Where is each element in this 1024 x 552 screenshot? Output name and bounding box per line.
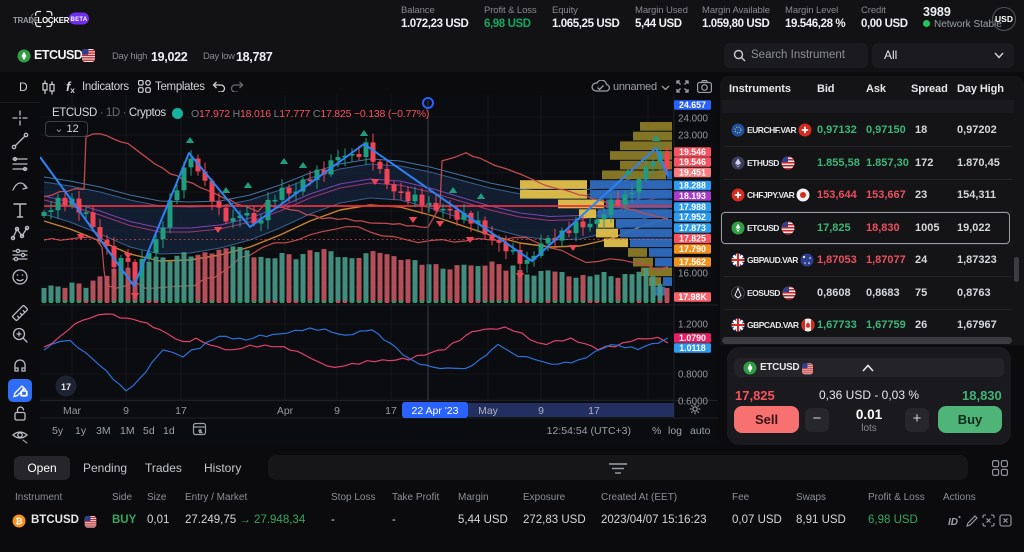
svg-text:Mar: Mar (63, 405, 82, 417)
svg-text:17: 17 (175, 405, 187, 417)
svg-text:18.193: 18.193 (679, 191, 706, 201)
svg-text:5d: 5d (143, 425, 155, 437)
svg-text:9: 9 (538, 405, 544, 417)
svg-text:17.790: 17.790 (679, 244, 706, 254)
svg-text:LOCKER: LOCKER (38, 16, 70, 25)
svg-text:17.873: 17.873 (679, 223, 706, 233)
svg-text:Apr: Apr (277, 405, 294, 417)
svg-text:17: 17 (588, 405, 600, 417)
svg-text:1y: 1y (75, 425, 87, 437)
svg-text:₿: ₿ (16, 516, 23, 526)
svg-text:log: log (668, 425, 682, 437)
svg-text:1d: 1d (163, 425, 175, 437)
svg-text:19.546: 19.546 (679, 157, 706, 167)
svg-text:17.562: 17.562 (679, 257, 706, 267)
svg-text:auto: auto (690, 425, 711, 437)
svg-text:TRADE: TRADE (13, 16, 39, 25)
svg-text:19.546: 19.546 (679, 147, 706, 157)
svg-text:23.000: 23.000 (678, 131, 709, 142)
svg-text:24.000: 24.000 (678, 114, 709, 125)
svg-text:24.657: 24.657 (679, 100, 706, 110)
svg-text:1.2000: 1.2000 (678, 320, 709, 331)
svg-text:BETA: BETA (70, 17, 87, 23)
svg-text:5y: 5y (52, 425, 64, 437)
svg-text:9: 9 (334, 405, 340, 417)
svg-text:1.0790: 1.0790 (679, 333, 706, 343)
svg-text:17.952: 17.952 (679, 212, 706, 222)
svg-text:%: % (652, 425, 661, 437)
svg-text:ID: ID (948, 517, 958, 528)
svg-text:17: 17 (385, 405, 397, 417)
svg-text:3M: 3M (96, 425, 111, 437)
svg-text:16.000: 16.000 (678, 269, 709, 280)
svg-text:12:54:54 (UTC+3): 12:54:54 (UTC+3) (547, 425, 631, 437)
svg-text:0.8000: 0.8000 (678, 370, 709, 381)
svg-text:19.451: 19.451 (679, 168, 706, 178)
svg-text:17.988: 17.988 (679, 202, 706, 212)
svg-text:9: 9 (123, 405, 129, 417)
svg-text:18.288: 18.288 (679, 181, 706, 191)
svg-text:1.0118: 1.0118 (679, 343, 706, 353)
svg-text:17.825: 17.825 (679, 234, 706, 244)
svg-text:22 Apr '23: 22 Apr '23 (412, 405, 459, 417)
svg-text:1M: 1M (120, 425, 135, 437)
svg-text:17.98K: 17.98K (678, 292, 707, 302)
svg-text:May: May (478, 405, 499, 417)
svg-text:0.6000: 0.6000 (678, 397, 709, 408)
svg-text:17: 17 (61, 382, 71, 392)
